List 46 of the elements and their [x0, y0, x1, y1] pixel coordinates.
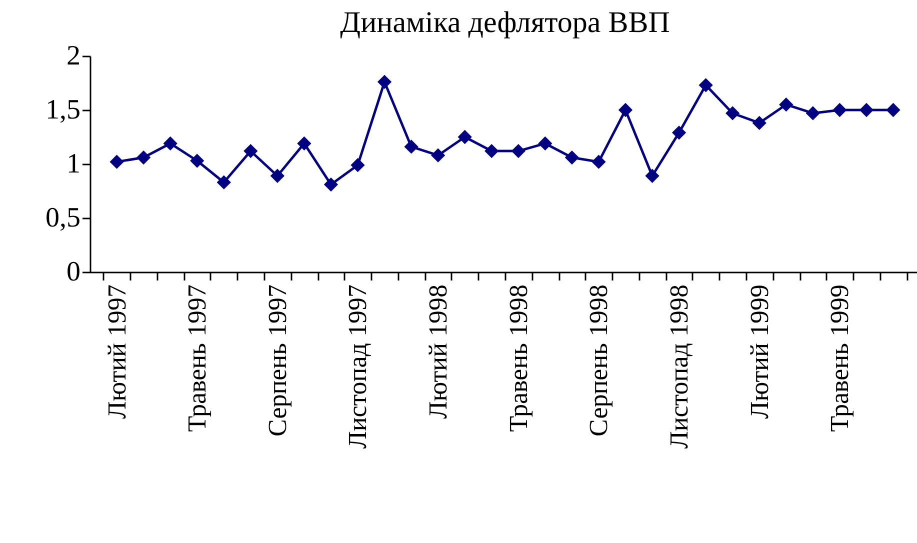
- point: [726, 106, 740, 120]
- point: [806, 106, 820, 120]
- point: [244, 144, 258, 158]
- point: [564, 150, 580, 165]
- y-tick-label: 2: [66, 40, 80, 72]
- x-tick-label: Серпень 1997: [262, 284, 292, 436]
- x-tick-label: Травень 1999: [825, 284, 854, 432]
- x-tick-label: Травень 1998: [504, 284, 533, 432]
- point: [404, 140, 418, 154]
- y-tick-label: 1,5: [46, 94, 80, 126]
- point: [618, 102, 633, 118]
- chart-title: Динаміка дефлятора ВВП: [340, 6, 670, 39]
- point: [752, 116, 766, 130]
- x-tick-label: Лютий 1998: [424, 284, 453, 419]
- point: [672, 126, 686, 140]
- point: [430, 148, 446, 162]
- point: [324, 177, 338, 192]
- point: [377, 74, 392, 89]
- x-tick-label: Листопад 1998: [664, 284, 694, 449]
- x-tick-label: Травень 1997: [182, 284, 212, 432]
- point: [458, 130, 472, 144]
- x-tick-label: Лютий 1999: [744, 284, 774, 419]
- point: [136, 150, 151, 165]
- point: [645, 168, 660, 183]
- y-tick-label: 0: [66, 256, 80, 288]
- x-tick-label: Листопад 1997: [343, 284, 372, 449]
- x-tick-label: Серпень 1998: [584, 284, 614, 436]
- point: [779, 98, 794, 112]
- point: [592, 154, 606, 169]
- point: [163, 136, 178, 151]
- point: [538, 136, 552, 151]
- point: [350, 158, 365, 172]
- point: [216, 175, 231, 190]
- point: [886, 102, 900, 118]
- point: [270, 168, 284, 183]
- y-tick-label: 1: [66, 148, 80, 180]
- point: [484, 144, 499, 158]
- point: [832, 102, 847, 118]
- point: [297, 136, 312, 151]
- point: [859, 102, 874, 118]
- point: [511, 144, 526, 158]
- y-tick-label: 0,5: [46, 202, 80, 234]
- x-tick-label: Лютий 1997: [102, 284, 132, 419]
- point: [190, 154, 204, 168]
- point: [698, 78, 713, 92]
- point: [110, 154, 124, 169]
